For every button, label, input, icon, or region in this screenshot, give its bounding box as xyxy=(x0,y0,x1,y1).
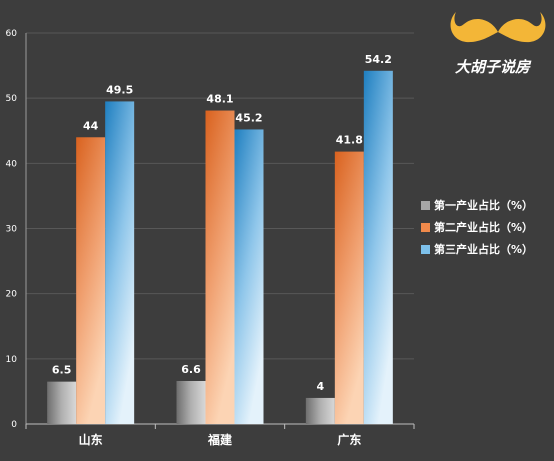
bar xyxy=(205,110,235,424)
data-label: 49.5 xyxy=(106,83,133,96)
y-tick-label: 0 xyxy=(11,420,17,430)
x-tick-labels: 山东 福建 广东 xyxy=(25,424,415,447)
y-tick-label: 20 xyxy=(6,290,18,300)
data-label: 4 xyxy=(317,380,325,393)
y-tick-label: 50 xyxy=(6,94,18,104)
y-tick-label: 40 xyxy=(6,159,18,169)
bar xyxy=(334,151,364,424)
y-tick-label: 30 xyxy=(6,225,18,235)
y-tick-label: 10 xyxy=(6,355,18,365)
bar xyxy=(363,70,393,425)
legend-label: 第二产业占比（%） xyxy=(434,220,533,234)
y-tick-labels: 0 10 20 30 40 50 60 xyxy=(6,29,18,430)
x-tick-label: 山东 xyxy=(79,432,103,447)
logo-text: 大胡子说房 xyxy=(455,58,532,76)
bar xyxy=(76,137,106,424)
data-label: 45.2 xyxy=(235,111,262,124)
bar xyxy=(105,101,135,425)
legend-swatch xyxy=(421,223,430,232)
y-tick-label: 60 xyxy=(6,29,18,39)
data-label: 44 xyxy=(83,119,99,132)
bar xyxy=(47,381,77,424)
legend-label: 第三产业占比（%） xyxy=(434,242,533,256)
mustache-icon xyxy=(450,12,546,43)
legend-label: 第一产业占比（%） xyxy=(434,198,533,212)
x-tick-label: 福建 xyxy=(207,432,233,447)
legend-swatch xyxy=(421,201,430,210)
bar xyxy=(234,129,264,425)
data-labels: 6.5 44 49.5 6.6 48.145.2 4 41.8 54.2 xyxy=(52,53,392,393)
data-label: 54.2 xyxy=(365,53,392,66)
mustache-logo xyxy=(450,12,546,43)
legend: 第一产业占比（%） 第二产业占比（%） 第三产业占比（%） xyxy=(421,198,533,256)
bars xyxy=(47,70,393,425)
x-tick-label: 广东 xyxy=(337,432,361,447)
bar xyxy=(305,397,335,424)
data-label: 41.8 xyxy=(336,134,363,147)
data-label: 48.1 xyxy=(206,93,233,106)
bar xyxy=(176,380,206,424)
legend-swatch xyxy=(421,245,430,254)
data-label: 6.6 xyxy=(181,363,201,376)
data-label: 6.5 xyxy=(52,364,72,377)
